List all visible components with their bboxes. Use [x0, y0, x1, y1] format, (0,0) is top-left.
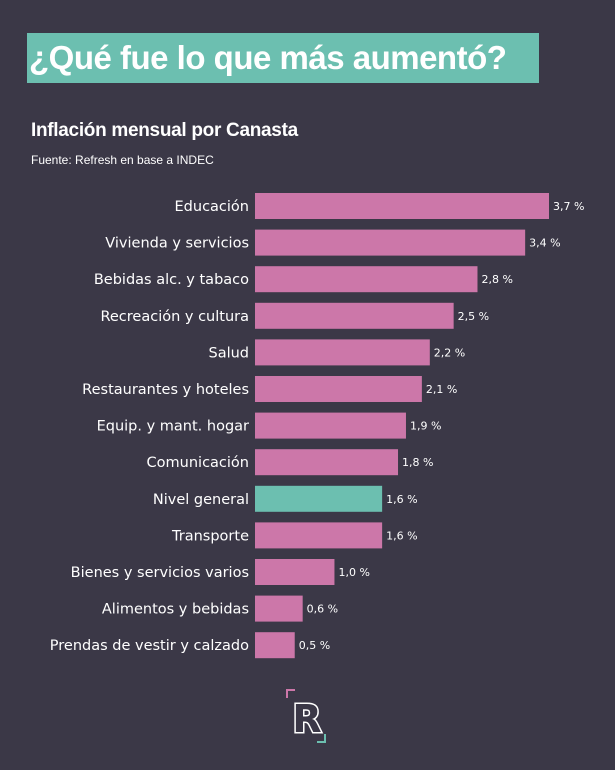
value-label: 1,6 % [386, 529, 417, 542]
bar [255, 522, 383, 549]
value-label: 1,0 % [338, 566, 369, 579]
category-label: Equip. y mant. hogar [97, 419, 249, 435]
value-label: 0,6 % [307, 603, 338, 616]
bar [255, 595, 303, 622]
category-label: Bienes y servicios varios [71, 565, 249, 581]
bar [255, 412, 406, 439]
value-label: 1,6 % [386, 493, 417, 506]
category-label: Restaurantes y hoteles [82, 382, 249, 398]
bar [255, 229, 526, 256]
value-label: 2,8 % [481, 273, 512, 286]
category-label: Alimentos y bebidas [102, 602, 249, 618]
bar [255, 302, 454, 329]
chart-source: Fuente: Refresh en base a INDEC [31, 153, 214, 167]
chart-title: Inflación mensual por Canasta [31, 120, 298, 141]
value-label: 2,2 % [434, 346, 465, 359]
bar-chart: Educación 3,7 % Vivienda y servicios 3,4 % B… [50, 193, 584, 659]
logo-letter: R [292, 697, 321, 741]
category-label: Comunicación [147, 455, 249, 471]
category-label: Recreación y cultura [100, 309, 249, 325]
bar [255, 449, 399, 476]
value-label: 0,5 % [299, 639, 330, 652]
bar [255, 559, 335, 585]
bar [255, 632, 295, 659]
category-label: Prendas de vestir y calzado [50, 638, 249, 654]
bar [255, 339, 430, 366]
value-label: 3,4 % [529, 237, 560, 250]
category-label: Educación [175, 199, 249, 215]
value-label: 1,9 % [410, 420, 441, 433]
value-label: 1,8 % [402, 456, 433, 469]
category-label: Nivel general [153, 492, 249, 508]
category-label: Vivienda y servicios [105, 236, 249, 252]
bar-highlight [255, 485, 383, 512]
category-label: Bebidas alc. y tabaco [94, 272, 249, 288]
refresh-logo-icon: R [286, 689, 326, 743]
value-label: 2,5 % [458, 310, 489, 323]
headline-banner [27, 33, 539, 83]
category-label: Salud [208, 345, 249, 361]
bar [255, 376, 422, 402]
category-label: Transporte [171, 528, 249, 544]
bar [255, 266, 478, 293]
bar [255, 193, 549, 219]
headline: ¿Qué fue lo que más aumentó? [29, 39, 507, 76]
value-label: 3,7 % [553, 200, 584, 213]
value-label: 2,1 % [426, 383, 457, 396]
